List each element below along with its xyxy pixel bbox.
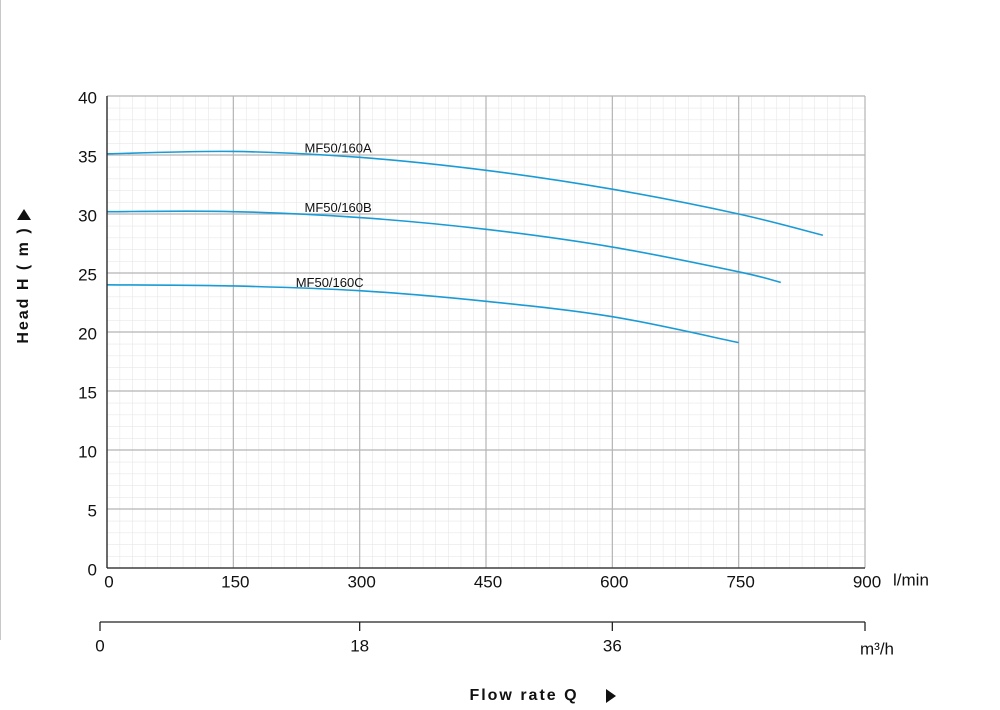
series-label: MF50/160A <box>304 141 372 156</box>
y-tick-label: 35 <box>78 147 97 166</box>
y-tick-label: 15 <box>78 383 97 402</box>
x-unit: l/min <box>893 570 929 589</box>
y-tick-label: 30 <box>78 206 97 225</box>
y-arrow <box>17 209 31 220</box>
y-tick-label: 25 <box>78 265 97 284</box>
x-tick-label: 450 <box>474 572 502 591</box>
y-axis-title: Head H ( m ) <box>15 226 32 343</box>
curve <box>106 284 739 344</box>
x-axis-title: Flow rate Q <box>469 687 578 704</box>
x-tick-label: 150 <box>221 572 249 591</box>
x-tick-label: 750 <box>726 572 754 591</box>
x-tick-label: 900 <box>853 572 881 591</box>
x2-tick-label: 36 <box>603 636 622 655</box>
x2-tick-label: 0 <box>95 636 104 655</box>
x-tick-label: 300 <box>347 572 375 591</box>
lines <box>106 150 824 344</box>
x2-tick-label: 18 <box>350 636 369 655</box>
x-tick-label: 0 <box>104 572 113 591</box>
y-tick-label: 20 <box>78 324 97 343</box>
y-tick-label: 40 <box>78 88 97 107</box>
curve <box>106 150 824 237</box>
y-tick-label: 5 <box>88 501 97 520</box>
series-label: MF50/160C <box>296 275 364 290</box>
curve <box>106 210 781 284</box>
y-tick-label: 0 <box>88 560 97 579</box>
y-tick-label: 10 <box>78 442 97 461</box>
x-arrow <box>606 689 616 703</box>
series-label: MF50/160B <box>304 200 371 215</box>
x2-unit: m³/h <box>860 639 894 658</box>
x-tick-label: 600 <box>600 572 628 591</box>
